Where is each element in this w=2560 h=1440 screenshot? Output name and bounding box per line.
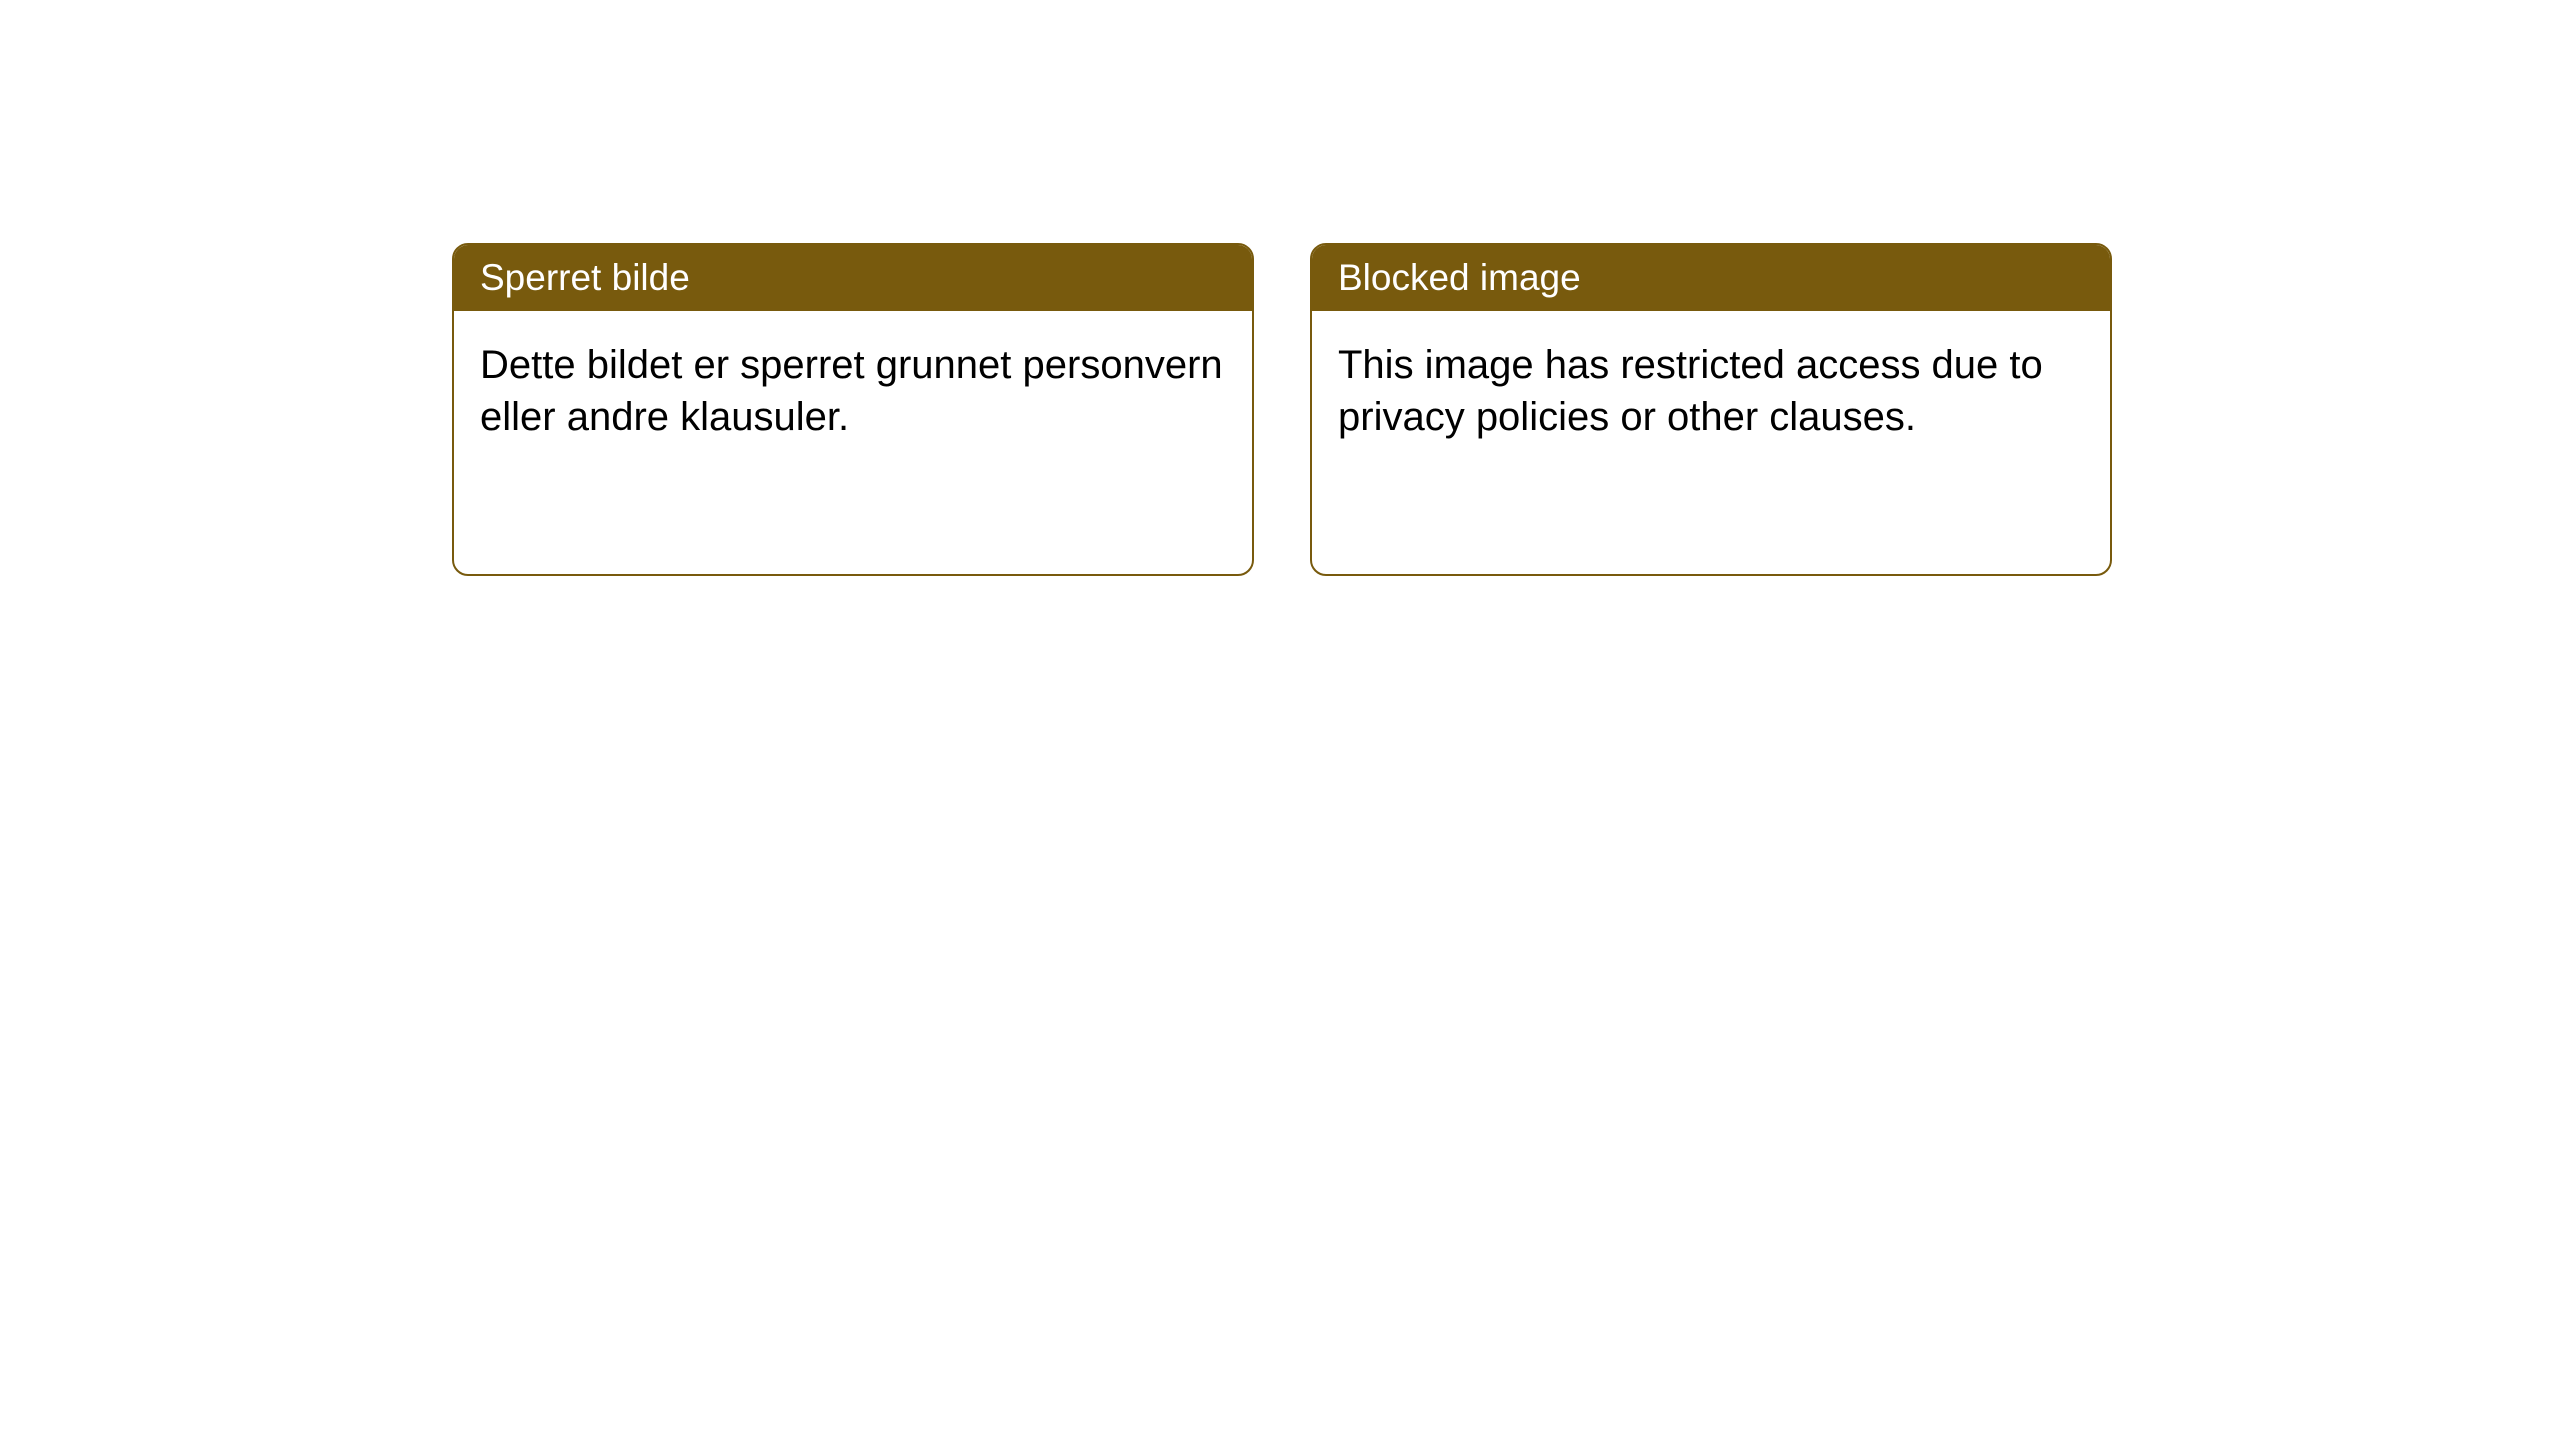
notice-body: This image has restricted access due to …: [1312, 311, 2110, 471]
notice-card-norwegian: Sperret bilde Dette bildet er sperret gr…: [452, 243, 1254, 576]
notice-header: Blocked image: [1312, 245, 2110, 311]
notice-container: Sperret bilde Dette bildet er sperret gr…: [452, 243, 2112, 576]
notice-body: Dette bildet er sperret grunnet personve…: [454, 311, 1252, 471]
notice-header: Sperret bilde: [454, 245, 1252, 311]
notice-card-english: Blocked image This image has restricted …: [1310, 243, 2112, 576]
